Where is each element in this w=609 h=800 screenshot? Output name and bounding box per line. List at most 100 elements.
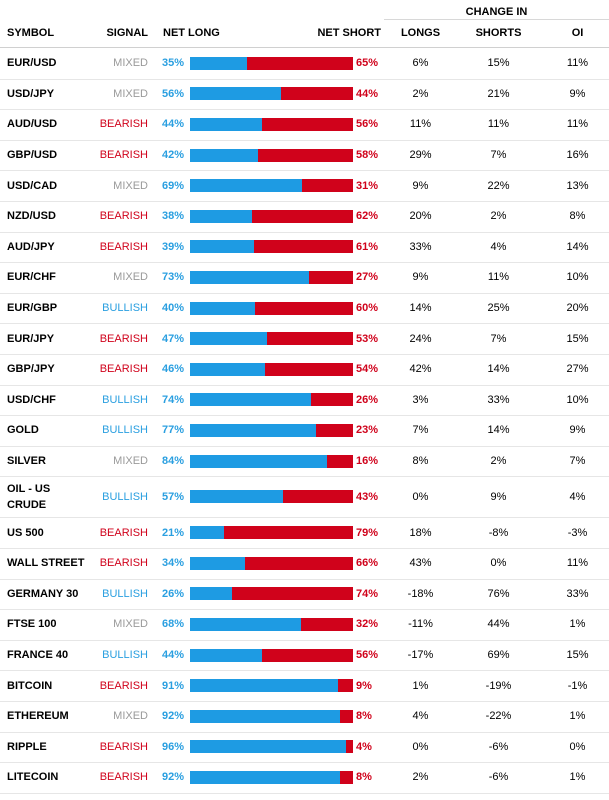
net-long-value: 57% (161, 490, 184, 503)
net-short-bar (190, 270, 353, 284)
net-long-bar (190, 648, 262, 662)
net-short-bar (190, 332, 353, 346)
net-long-bar (190, 240, 254, 254)
net-short-value: 4% (356, 740, 372, 753)
table-row: GBP/JPY BEARISH 46% 54% 42% 14% 27% (0, 354, 609, 386)
symbol-label: USD/CHF (7, 393, 56, 406)
oi-change-value: 13% (566, 179, 589, 192)
longs-change-value: 9% (412, 271, 429, 284)
shorts-change-value: -22% (485, 710, 512, 723)
oi-change-value: 10% (566, 271, 589, 284)
signal-label: BULLISH (102, 649, 148, 662)
signal-label: MIXED (113, 710, 148, 723)
net-long-value: 35% (161, 57, 184, 70)
signal-label: BULLISH (102, 424, 148, 437)
table-row: EUR/CHF MIXED 73% 27% 9% 11% 10% (0, 262, 609, 294)
shorts-change-value: -8% (488, 526, 509, 539)
longs-change-value: 6% (412, 57, 429, 70)
header-divider (0, 47, 609, 48)
symbol-label: EUR/JPY (7, 332, 55, 345)
longs-change-value: 24% (409, 332, 432, 345)
symbol-label: EUR/GBP (7, 302, 58, 315)
oi-change-value: 15% (566, 649, 589, 662)
oi-change-value: 16% (566, 149, 589, 162)
net-short-bar (190, 87, 353, 101)
net-long-value: 26% (161, 587, 184, 600)
oi-change-value: 4% (569, 490, 586, 503)
net-long-value: 96% (161, 740, 184, 753)
net-short-value: 79% (356, 526, 379, 539)
shorts-change-value: 2% (490, 210, 507, 223)
shorts-change-value: 11% (487, 271, 510, 284)
net-short-value: 8% (356, 710, 372, 723)
net-short-bar (190, 740, 353, 754)
net-short-value: 27% (356, 271, 379, 284)
net-short-column-header: NET SHORT (317, 27, 381, 39)
table-row: EUR/USD MIXED 35% 65% 6% 15% 11% (0, 48, 609, 80)
net-long-bar (190, 56, 248, 70)
net-long-value: 42% (161, 149, 184, 162)
shorts-change-value: 7% (490, 149, 507, 162)
longs-change-value: 9% (412, 179, 429, 192)
net-long-bar (190, 209, 252, 223)
net-long-value: 77% (161, 424, 184, 437)
oi-change-value: 9% (569, 424, 586, 437)
net-short-value: 9% (356, 679, 372, 692)
symbol-label: AUD/USD (7, 118, 58, 131)
signal-label: BEARISH (99, 332, 148, 345)
net-long-value: 68% (161, 618, 184, 631)
net-long-value: 40% (161, 302, 184, 315)
net-long-bar (190, 490, 283, 504)
shorts-change-value: 15% (487, 57, 510, 70)
oi-change-value: 10% (566, 393, 589, 406)
table-row: USD/CHF BULLISH 74% 26% 3% 33% 10% (0, 385, 609, 417)
net-short-bar (190, 209, 353, 223)
symbol-label: WALL STREET (7, 557, 85, 570)
shorts-change-value: 22% (487, 179, 510, 192)
oi-change-value: 11% (566, 118, 589, 131)
longs-column-header: LONGS (400, 27, 441, 39)
symbol-label: EUR/USD (7, 57, 57, 70)
net-short-value: 23% (356, 424, 379, 437)
net-short-value: 53% (356, 332, 379, 345)
signal-label: MIXED (113, 57, 148, 70)
net-short-bar (190, 393, 353, 407)
shorts-change-value: -6% (488, 740, 509, 753)
net-long-bar (190, 587, 233, 601)
change-in-label: CHANGE IN (465, 6, 528, 18)
longs-change-value: 14% (409, 302, 432, 315)
signal-label: BEARISH (99, 240, 148, 253)
signal-label: BULLISH (102, 587, 148, 600)
shorts-change-value: 4% (490, 240, 507, 253)
longs-change-value: 18% (409, 526, 432, 539)
table-row: USD/CAD MIXED 69% 31% 9% 22% 13% (0, 170, 609, 202)
signal-label: BEARISH (99, 149, 148, 162)
net-long-bar (190, 117, 262, 131)
net-short-value: 65% (356, 57, 379, 70)
symbol-label: NZD/USD (7, 210, 56, 223)
net-short-bar (190, 301, 353, 315)
symbol-label: GBP/JPY (7, 363, 55, 376)
net-long-value: 21% (161, 526, 184, 539)
shorts-column-header: SHORTS (475, 27, 522, 39)
signal-label: BULLISH (102, 490, 148, 503)
oi-change-value: 15% (566, 332, 589, 345)
table-row: BITCOIN BEARISH 91% 9% 1% -19% -1% (0, 670, 609, 702)
symbol-label: ETHEREUM (7, 710, 69, 723)
signal-label: BEARISH (99, 118, 148, 131)
net-short-bar (190, 117, 353, 131)
longs-change-value: -18% (407, 587, 434, 600)
shorts-change-value: 33% (487, 393, 510, 406)
net-long-bar (190, 332, 267, 346)
net-short-bar (190, 526, 353, 540)
net-long-value: 38% (161, 210, 184, 223)
net-long-bar (190, 454, 327, 468)
net-short-value: 61% (356, 240, 379, 253)
net-short-bar (190, 617, 353, 631)
net-long-bar (190, 679, 339, 693)
net-long-value: 56% (161, 87, 184, 100)
table-row: USD/JPY MIXED 56% 44% 2% 21% 9% (0, 79, 609, 111)
longs-change-value: 20% (409, 210, 432, 223)
longs-change-value: 2% (412, 771, 429, 784)
